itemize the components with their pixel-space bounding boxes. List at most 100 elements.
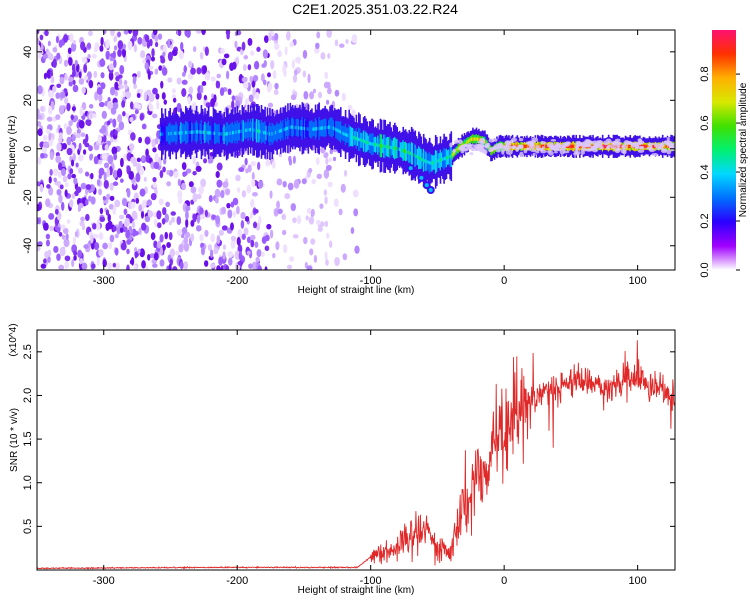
noise-speckle: [216, 179, 223, 188]
ridge-core: [473, 137, 475, 141]
ridge-core: [389, 145, 391, 150]
noise-speckle: [112, 225, 117, 232]
ridge-core: [341, 131, 343, 135]
noise-speckle: [334, 256, 340, 267]
noise-speckle: [99, 82, 106, 90]
noise-speckle: [144, 62, 149, 70]
noise-speckle: [121, 48, 127, 58]
noise-speckle: [91, 223, 97, 230]
ridge-core: [326, 125, 329, 130]
ridge-core: [233, 130, 235, 135]
ridge-core: [236, 130, 239, 134]
noise-speckle: [141, 222, 147, 231]
noise-speckle: [100, 36, 104, 46]
noise-speckle: [320, 52, 326, 60]
noise-speckle: [45, 198, 51, 208]
ridge-core: [386, 145, 389, 149]
noise-speckle: [173, 171, 179, 179]
ridge-core: [384, 144, 387, 149]
noise-speckle: [231, 95, 236, 101]
ridge-core: [333, 127, 336, 131]
noise-speckle: [94, 91, 99, 101]
ridge-core: [221, 132, 223, 136]
noise-speckle: [223, 53, 230, 59]
y-tick-label: -20: [22, 189, 34, 205]
ridge-core: [539, 144, 541, 149]
ridge-core: [297, 126, 300, 130]
ridge-core: [372, 142, 375, 146]
ridge-core: [402, 148, 405, 153]
ridge-core: [164, 132, 167, 136]
noise-speckle: [61, 234, 66, 240]
ridge-core: [251, 127, 253, 132]
ridge-core: [420, 157, 423, 161]
noise-speckle: [66, 147, 73, 156]
noise-speckle: [301, 178, 307, 185]
noise-speckle: [47, 40, 51, 47]
noise-speckle: [328, 240, 333, 248]
ridge-core: [335, 127, 337, 132]
noise-speckle: [306, 207, 312, 215]
ridge-spray: [486, 142, 491, 147]
noise-speckle: [263, 35, 269, 44]
noise-speckle: [130, 132, 136, 141]
ridge-core: [248, 128, 251, 132]
noise-speckle: [109, 182, 114, 191]
noise-speckle: [144, 215, 151, 223]
ridge-core: [542, 144, 545, 149]
ridge-core: [619, 144, 622, 149]
noise-speckle: [252, 87, 256, 97]
noise-speckle: [159, 246, 164, 256]
noise-speckle: [232, 210, 237, 218]
noise-speckle: [253, 60, 260, 70]
noise-speckle: [73, 255, 77, 261]
noise-speckle: [137, 248, 141, 254]
ridge-core: [432, 161, 435, 165]
ridge-core: [571, 144, 574, 149]
noise-speckle: [273, 89, 279, 96]
noise-speckle: [44, 251, 50, 259]
ridge-core: [192, 130, 194, 134]
colorbar-tick-label: 0.8: [699, 66, 711, 81]
ridge-spray: [511, 137, 518, 143]
ridge-spray: [529, 141, 534, 146]
ridge-core: [284, 127, 287, 131]
noise-speckle: [241, 77, 248, 83]
noise-speckle: [324, 251, 328, 261]
ridge-core: [449, 154, 451, 159]
ridge-core: [646, 144, 648, 149]
ridge-spray: [546, 150, 552, 153]
noise-speckle: [242, 81, 249, 89]
noise-speckle: [252, 221, 258, 229]
noise-speckle: [121, 100, 126, 108]
ridge-core: [170, 131, 173, 136]
noise-speckle: [226, 202, 231, 209]
noise-speckle: [103, 179, 109, 189]
ridge-spray: [614, 148, 621, 154]
ridge-spray: [550, 139, 557, 142]
ridge-core: [318, 126, 320, 131]
noise-speckle: [98, 232, 104, 240]
ridge-core: [235, 130, 238, 134]
noise-speckle: [204, 46, 209, 56]
noise-speckle: [85, 198, 89, 206]
noise-speckle: [47, 256, 51, 264]
noise-speckle: [243, 227, 249, 236]
noise-speckle: [250, 161, 256, 167]
noise-speckle: [143, 92, 147, 101]
noise-speckle: [117, 49, 122, 58]
ridge-spray: [666, 149, 672, 155]
ridge-core: [218, 132, 221, 136]
ridge-core: [227, 131, 229, 136]
noise-speckle: [153, 161, 160, 170]
chart-title: C2E1.2025.351.03.22.R24: [292, 1, 458, 17]
ridge-core: [643, 144, 646, 149]
noise-speckle: [109, 53, 116, 58]
ridge-core: [377, 143, 379, 147]
noise-speckle: [111, 146, 118, 155]
noise-speckle: [332, 156, 337, 162]
snr-y-label: SNR (10 * v/v): [9, 408, 20, 472]
noise-speckle: [216, 234, 221, 245]
noise-speckle: [188, 86, 194, 95]
noise-speckle: [85, 133, 89, 143]
